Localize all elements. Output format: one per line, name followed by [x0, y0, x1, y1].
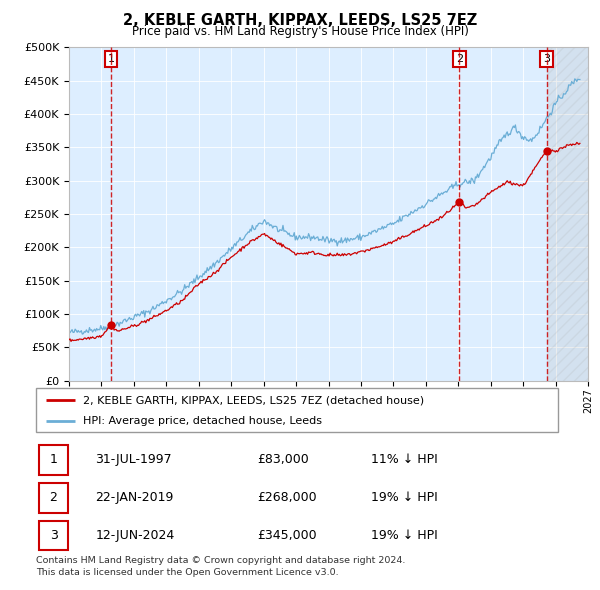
Text: 22-JAN-2019: 22-JAN-2019 — [95, 491, 174, 504]
Text: 19% ↓ HPI: 19% ↓ HPI — [371, 491, 437, 504]
Text: 2, KEBLE GARTH, KIPPAX, LEEDS, LS25 7EZ: 2, KEBLE GARTH, KIPPAX, LEEDS, LS25 7EZ — [123, 13, 477, 28]
FancyBboxPatch shape — [39, 520, 68, 550]
Text: 12-JUN-2024: 12-JUN-2024 — [95, 529, 175, 542]
Text: 3: 3 — [543, 54, 550, 64]
Text: Price paid vs. HM Land Registry's House Price Index (HPI): Price paid vs. HM Land Registry's House … — [131, 25, 469, 38]
Text: 1: 1 — [50, 453, 58, 466]
FancyBboxPatch shape — [39, 445, 68, 474]
Bar — [547, 47, 588, 381]
Text: 2, KEBLE GARTH, KIPPAX, LEEDS, LS25 7EZ (detached house): 2, KEBLE GARTH, KIPPAX, LEEDS, LS25 7EZ … — [83, 395, 424, 405]
Text: Contains HM Land Registry data © Crown copyright and database right 2024.
This d: Contains HM Land Registry data © Crown c… — [36, 556, 406, 576]
Text: 11% ↓ HPI: 11% ↓ HPI — [371, 453, 437, 466]
Text: 2: 2 — [50, 491, 58, 504]
Text: 31-JUL-1997: 31-JUL-1997 — [95, 453, 172, 466]
Text: HPI: Average price, detached house, Leeds: HPI: Average price, detached house, Leed… — [83, 416, 322, 426]
Text: £268,000: £268,000 — [257, 491, 317, 504]
Text: 2: 2 — [456, 54, 463, 64]
Text: 19% ↓ HPI: 19% ↓ HPI — [371, 529, 437, 542]
Text: 1: 1 — [107, 54, 115, 64]
Text: £345,000: £345,000 — [257, 529, 317, 542]
FancyBboxPatch shape — [39, 483, 68, 513]
Text: £83,000: £83,000 — [257, 453, 309, 466]
Text: 3: 3 — [50, 529, 58, 542]
